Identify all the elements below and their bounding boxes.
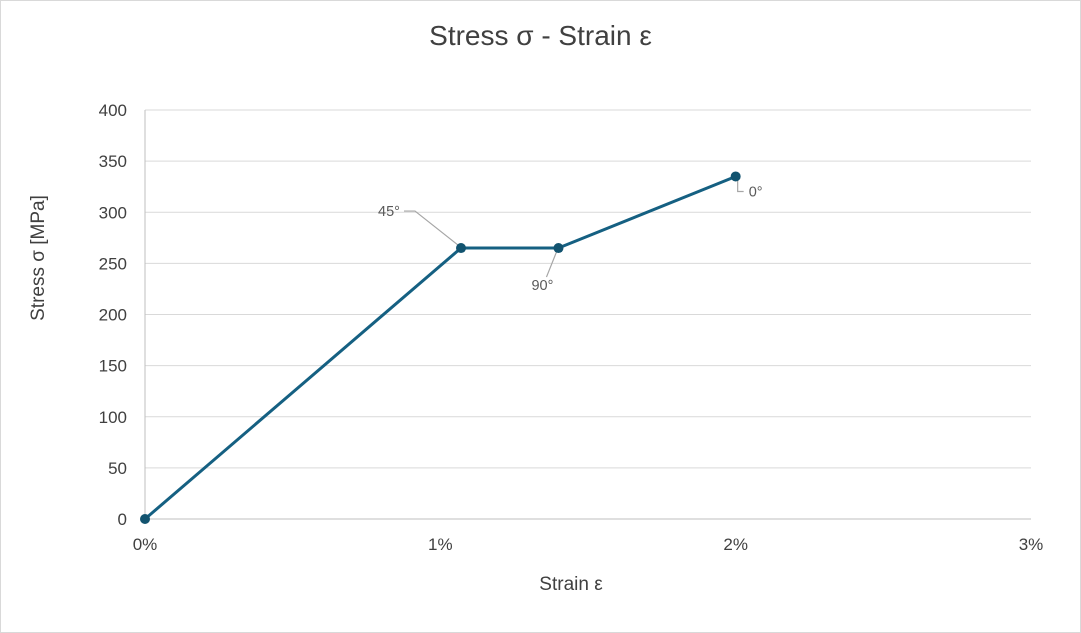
y-axis-title: Stress σ [MPa] <box>28 195 49 321</box>
data-point-marker <box>456 243 467 254</box>
data-point-label: 45° <box>378 204 400 220</box>
x-tick-label: 0% <box>133 535 158 554</box>
annotation-leader-line <box>545 251 558 278</box>
y-tick-label: 200 <box>99 306 127 325</box>
series-line <box>143 174 738 521</box>
data-point-label: 90° <box>531 278 553 294</box>
y-tick-label: 100 <box>99 408 127 427</box>
data-point-marker <box>140 514 150 524</box>
y-tick-label: 250 <box>99 254 127 273</box>
annotation-leader-line <box>737 179 744 193</box>
x-tick-label: 1% <box>428 535 453 554</box>
x-tick-label: 2% <box>723 535 748 554</box>
y-tick-label: 350 <box>99 152 127 171</box>
annotation-leader-line <box>404 210 459 246</box>
y-tick-label: 300 <box>99 203 127 222</box>
y-tick-label: 0 <box>118 510 127 529</box>
data-point-marker <box>730 171 741 182</box>
data-point-label: 0° <box>749 184 763 200</box>
y-tick-label: 50 <box>108 459 127 478</box>
x-axis-title: Strain ε <box>539 574 603 595</box>
y-tick-label: 150 <box>99 357 127 376</box>
y-tick-label: 400 <box>99 101 127 120</box>
x-tick-label: 3% <box>1019 535 1044 554</box>
chart-title: Stress σ - Strain ε <box>429 20 652 51</box>
data-point-marker <box>553 243 564 254</box>
